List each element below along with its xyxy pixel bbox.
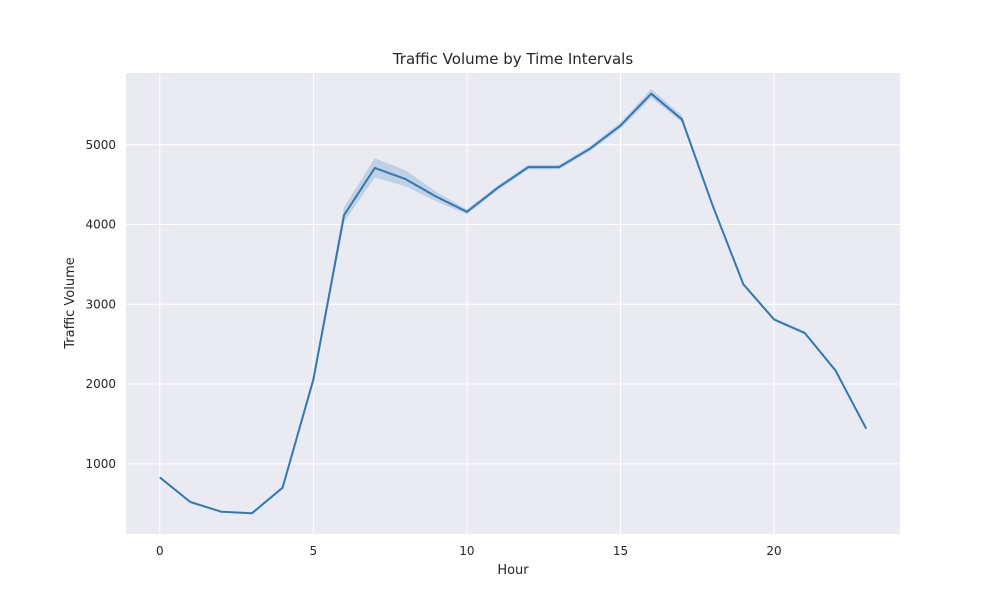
x-axis-label: Hour xyxy=(497,563,529,578)
y-tick-label: 3000 xyxy=(85,297,116,311)
y-axis-ticks: 1000 2000 3000 4000 5000 xyxy=(85,138,116,471)
x-tick-label: 10 xyxy=(459,544,474,558)
x-tick-label: 15 xyxy=(613,544,628,558)
x-tick-label: 5 xyxy=(310,544,318,558)
y-tick-label: 5000 xyxy=(85,138,116,152)
x-tick-label: 20 xyxy=(766,544,781,558)
y-tick-label: 4000 xyxy=(85,218,116,232)
series-line xyxy=(159,92,868,515)
y-tick-label: 1000 xyxy=(85,457,116,471)
y-tick-label: 2000 xyxy=(85,377,116,391)
gridlines xyxy=(126,73,900,534)
x-axis-ticks: 0 5 10 15 20 xyxy=(156,544,782,558)
chart-title: Traffic Volume by Time Intervals xyxy=(392,50,633,68)
y-axis-label: Traffic Volume xyxy=(63,257,78,350)
x-tick-label: 0 xyxy=(156,544,164,558)
plot-background xyxy=(126,73,900,534)
